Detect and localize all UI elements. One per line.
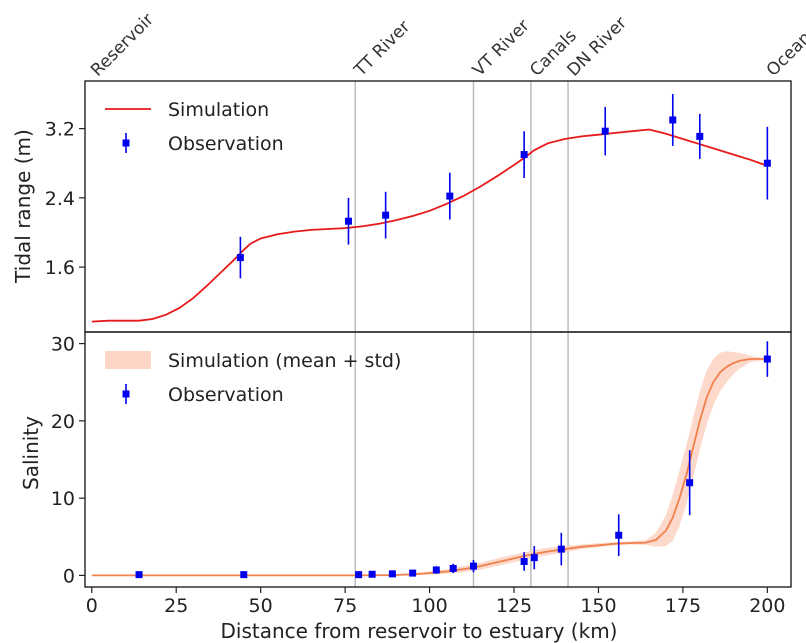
observation-point — [449, 564, 457, 572]
y-tick-label: 10 — [51, 488, 75, 510]
legend-marker-swatch — [122, 390, 130, 398]
bottom-xlabel: Distance from reservoir to estuary (km) — [221, 619, 618, 643]
observation-point — [355, 571, 363, 579]
observation-point — [432, 566, 440, 574]
legend-entry-label: Observation — [168, 133, 284, 155]
legend-entry-label: Simulation — [168, 99, 269, 121]
x-tick-label: 0 — [86, 595, 98, 617]
plot-frame — [84, 331, 792, 588]
location-label: Reservoir — [87, 10, 158, 81]
x-tick-label: 75 — [333, 595, 357, 617]
observation-point — [135, 571, 143, 579]
y-tick-label: 2.4 — [45, 188, 75, 210]
observation-point — [520, 151, 528, 159]
y-tick-label: 30 — [51, 334, 75, 356]
x-tick-label: 175 — [665, 595, 701, 617]
legend-entry-label: Simulation (mean + std) — [168, 350, 401, 372]
tidal-range-panel: 1.6 2.4 3.2 Simulation Observation — [45, 80, 792, 333]
observation-point — [344, 217, 352, 225]
y-tick-label: 1.6 — [45, 257, 75, 279]
x-tick-label: 100 — [411, 595, 447, 617]
y-tick-label: 20 — [51, 411, 75, 433]
x-tick-label: 200 — [749, 595, 785, 617]
observation-point — [763, 159, 771, 167]
bottom-ylabel: Salinity — [19, 416, 43, 490]
location-label: TT River — [350, 17, 414, 81]
observation-point — [409, 569, 417, 577]
x-tick-label: 150 — [580, 595, 616, 617]
observation-point — [557, 545, 565, 553]
observation-point — [382, 211, 390, 219]
simulation-line — [91, 128, 768, 323]
observation-point — [615, 531, 623, 539]
x-tick-label: 125 — [496, 595, 532, 617]
legend-entry-label: Observation — [168, 384, 284, 406]
observation-point — [530, 554, 538, 562]
observation-point — [388, 570, 396, 578]
legend-marker-swatch — [122, 139, 130, 147]
observation-point — [236, 254, 244, 262]
observation-point — [446, 192, 454, 200]
x-tick-label: 50 — [249, 595, 273, 617]
top-ylabel: Tidal range (m) — [11, 129, 35, 284]
y-tick-label: 3.2 — [45, 119, 75, 141]
location-label: VT River — [469, 16, 534, 81]
y-tick-label: 0 — [63, 565, 75, 587]
observation-point — [696, 132, 704, 140]
legend-band-swatch — [105, 351, 151, 369]
observation-point — [520, 558, 528, 565]
observation-point — [601, 127, 609, 135]
location-label: Ocean — [763, 28, 806, 81]
salinity-panel: 0 10 20 30 0 25 50 75 100 125 150 175 200 Simulation … — [51, 331, 792, 617]
observation-point — [686, 479, 694, 487]
observation-point — [368, 570, 376, 578]
x-tick-label: 25 — [164, 595, 188, 617]
observation-point — [469, 562, 477, 570]
observation-point — [763, 355, 771, 363]
observation-point — [240, 571, 248, 579]
observation-point — [669, 116, 677, 124]
